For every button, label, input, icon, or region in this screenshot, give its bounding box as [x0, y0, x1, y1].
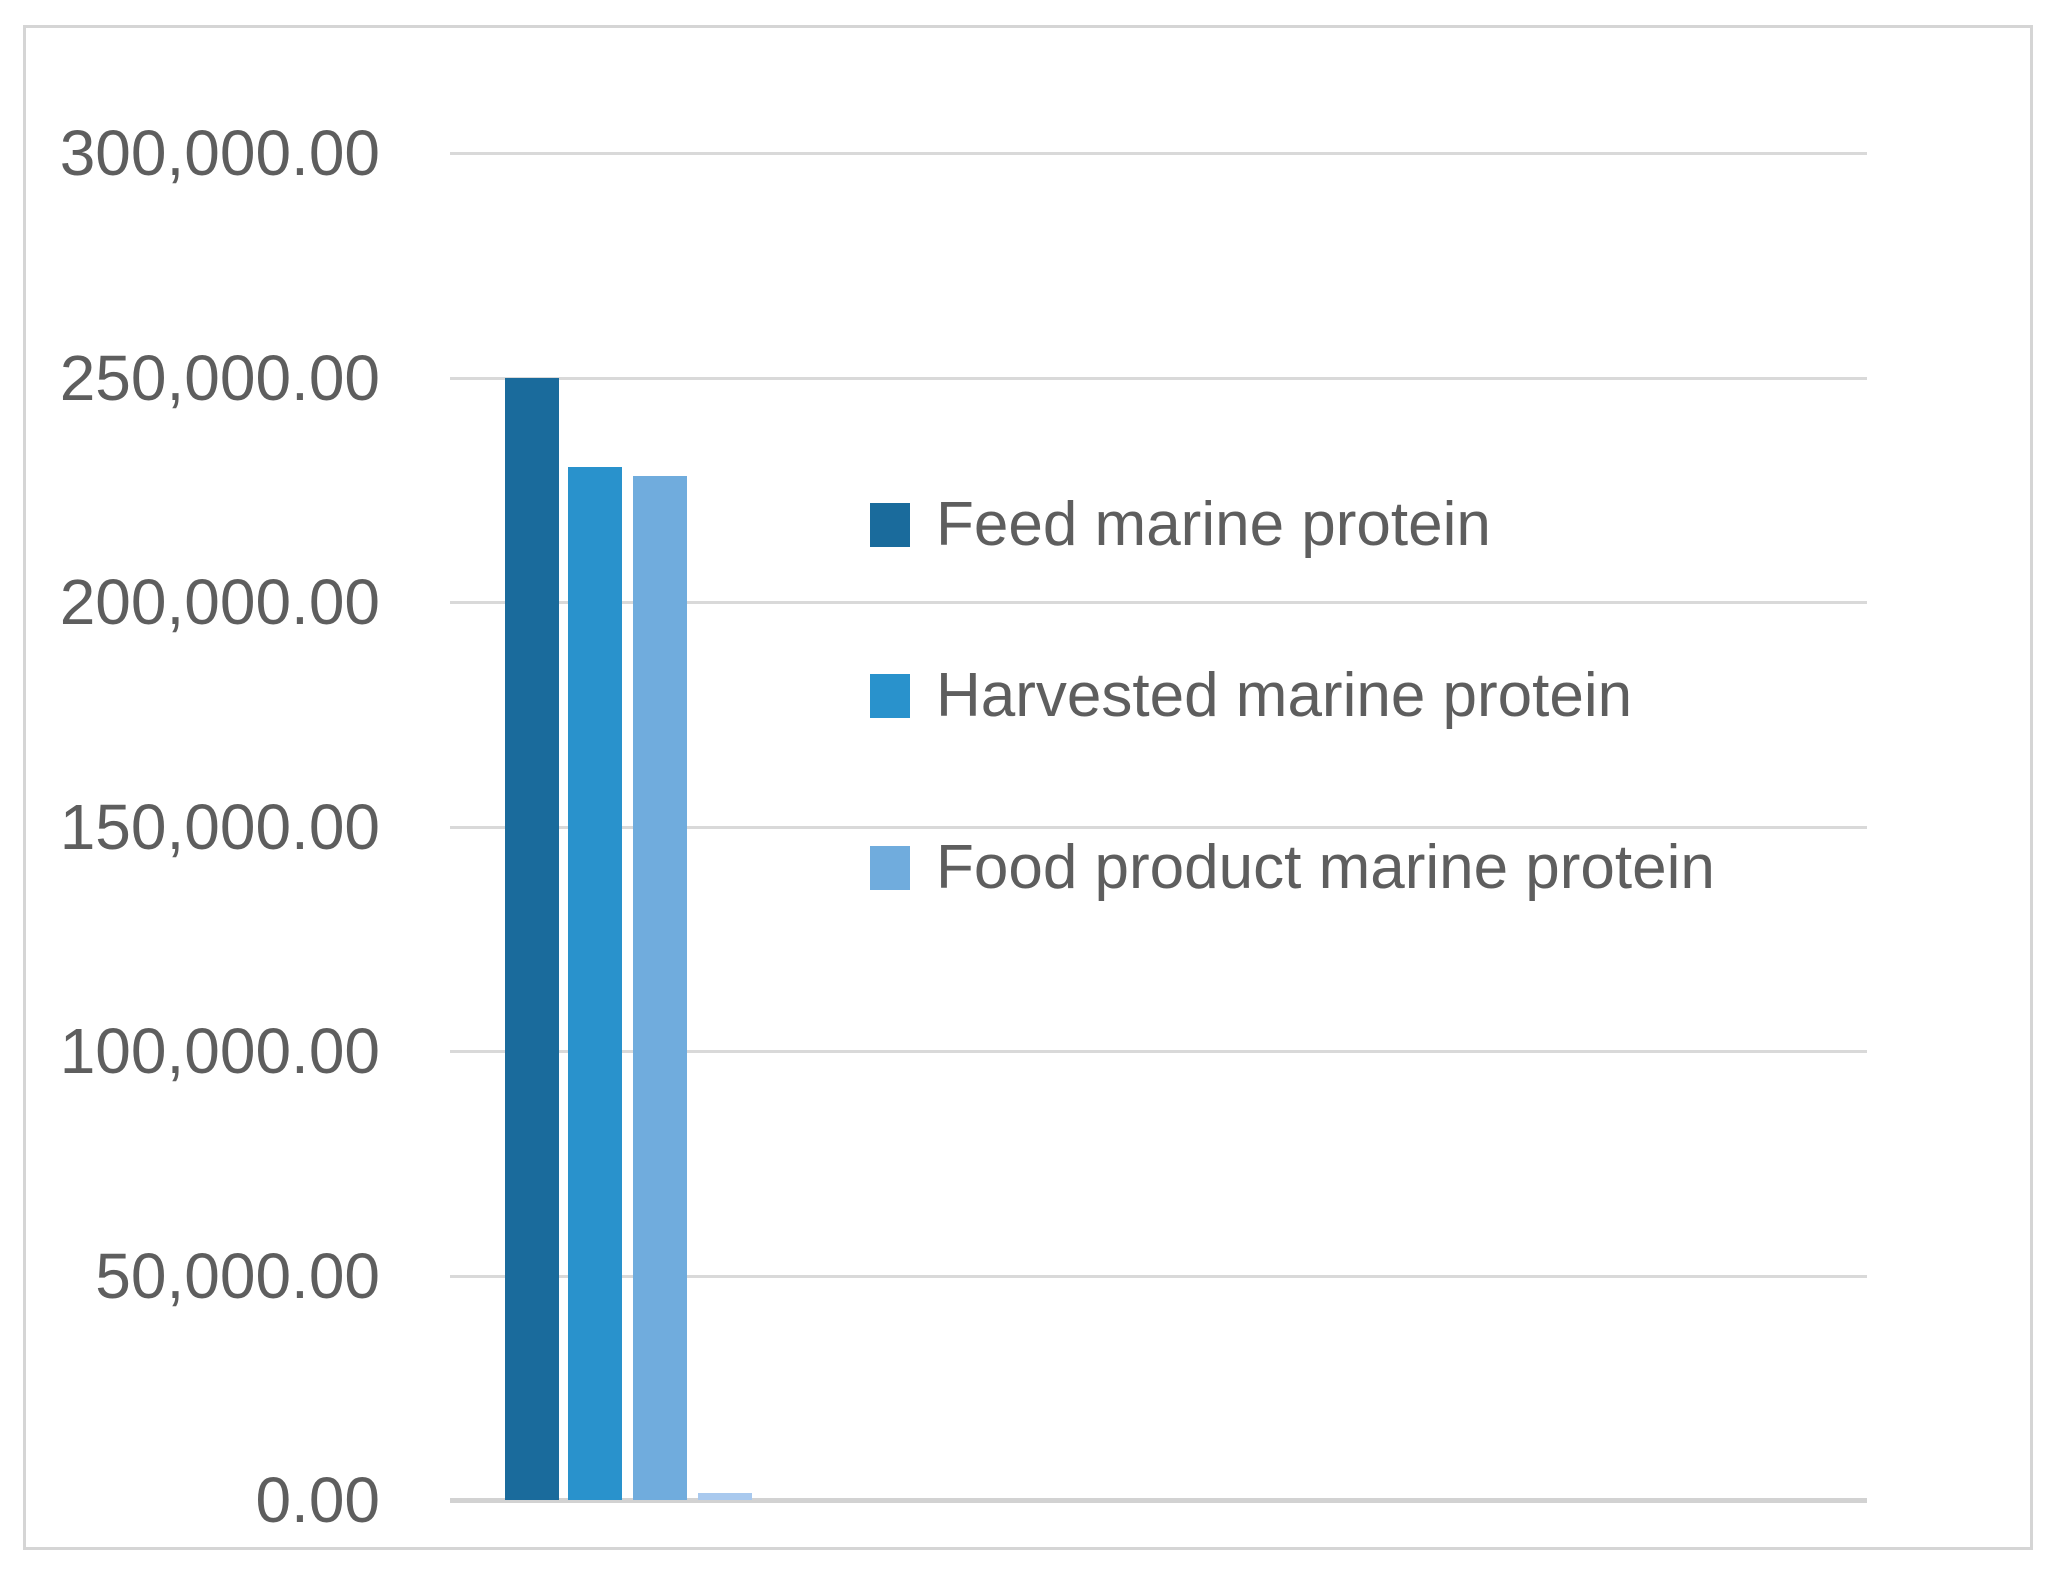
legend-swatch-icon: [870, 503, 910, 547]
ytick-label-300000: 300,000.00: [59, 117, 380, 189]
ytick-label-100000: 100,000.00: [59, 1015, 380, 1087]
legend-item-harvested-marine-protein: Harvested marine protein: [870, 661, 1633, 730]
ytick-label-150000: 150,000.00: [59, 790, 380, 863]
ytick-label-200000: 200,000.00: [59, 566, 380, 638]
gridline-100000: [450, 1050, 1867, 1053]
gridline-200000: [450, 601, 1867, 604]
legend-item-food-product-marine-protein: Food product marine protein: [870, 833, 1715, 902]
bar-feed-marine-protein: [505, 377, 559, 1500]
chart-border-frame: [23, 25, 2033, 1550]
gridline-50000: [450, 1274, 1867, 1278]
bar-food-product-marine-protein: [633, 476, 687, 1500]
ytick-label-250000: 250,000.00: [59, 341, 380, 414]
legend-swatch-icon: [870, 674, 910, 718]
ytick-label-50000: 50,000.00: [95, 1239, 380, 1312]
legend-label: Food product marine protein: [936, 833, 1715, 902]
gridline-150000: [450, 825, 1867, 829]
bar-harvested-marine-protein: [568, 467, 622, 1500]
legend-item-feed-marine-protein: Feed marine protein: [870, 490, 1491, 559]
ytick-label-0: 0.00: [255, 1464, 380, 1536]
legend-label: Feed marine protein: [936, 490, 1491, 559]
gridline-250000: [450, 376, 1867, 380]
bar-unlabeled-trace-bar: [698, 1493, 752, 1500]
x-axis-line: [450, 1498, 1867, 1503]
legend-label: Harvested marine protein: [936, 661, 1633, 730]
gridline-300000: [450, 152, 1867, 155]
legend-swatch-icon: [870, 846, 910, 890]
